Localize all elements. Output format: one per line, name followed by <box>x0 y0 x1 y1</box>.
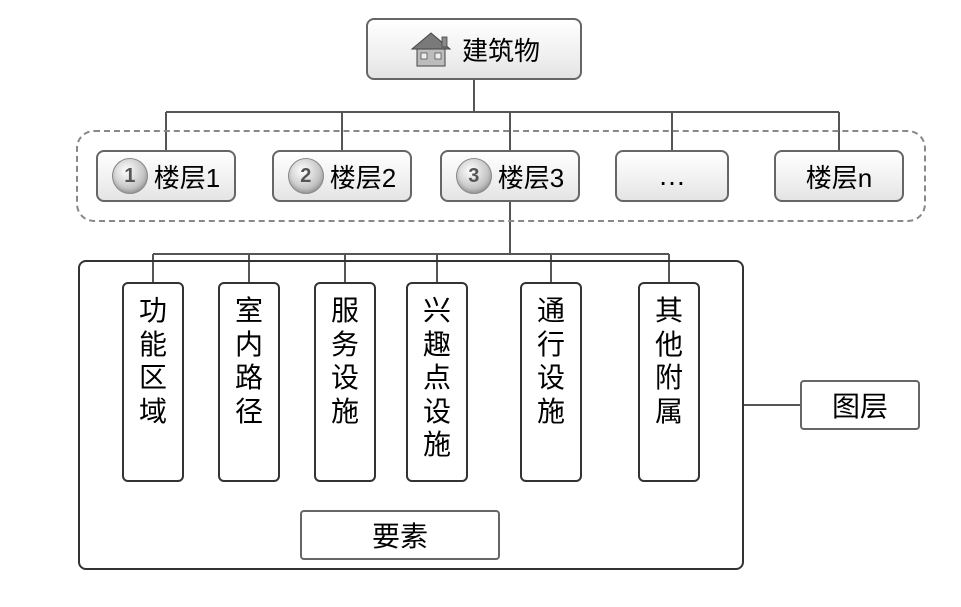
house-icon <box>408 29 454 69</box>
element-node-service-facility: 服务设施 <box>314 282 376 482</box>
element-node-indoor-path: 室内路径 <box>218 282 280 482</box>
element-node-passage-facility: 通行设施 <box>520 282 582 482</box>
layer-label-text: 图层 <box>832 385 888 425</box>
floor-label: 楼层n <box>806 158 872 195</box>
element-node-function-area: 功能区域 <box>122 282 184 482</box>
layer-node: 图层 <box>800 380 920 430</box>
elements-label-text: 要素 <box>372 515 428 555</box>
floor-node-1: 1 楼层1 <box>96 150 236 202</box>
badge-icon: 3 <box>456 158 492 194</box>
element-group-label: 要素 <box>300 510 500 560</box>
floor-node-3: 3 楼层3 <box>440 150 580 202</box>
floor-label: 楼层1 <box>154 158 220 195</box>
badge-icon: 1 <box>112 158 148 194</box>
floor-node-2: 2 楼层2 <box>272 150 412 202</box>
root-node-building: 建筑物 <box>366 18 582 80</box>
badge-icon: 2 <box>288 158 324 194</box>
floor-label: … <box>658 160 686 192</box>
element-node-poi-facility: 兴趣点设施 <box>406 282 468 482</box>
floor-node-n: 楼层n <box>774 150 904 202</box>
floor-label: 楼层2 <box>330 158 396 195</box>
floor-label: 楼层3 <box>498 158 564 195</box>
floor-node-ellipsis: … <box>615 150 729 202</box>
root-label: 建筑物 <box>462 31 540 68</box>
element-node-other-attached: 其他附属 <box>638 282 700 482</box>
